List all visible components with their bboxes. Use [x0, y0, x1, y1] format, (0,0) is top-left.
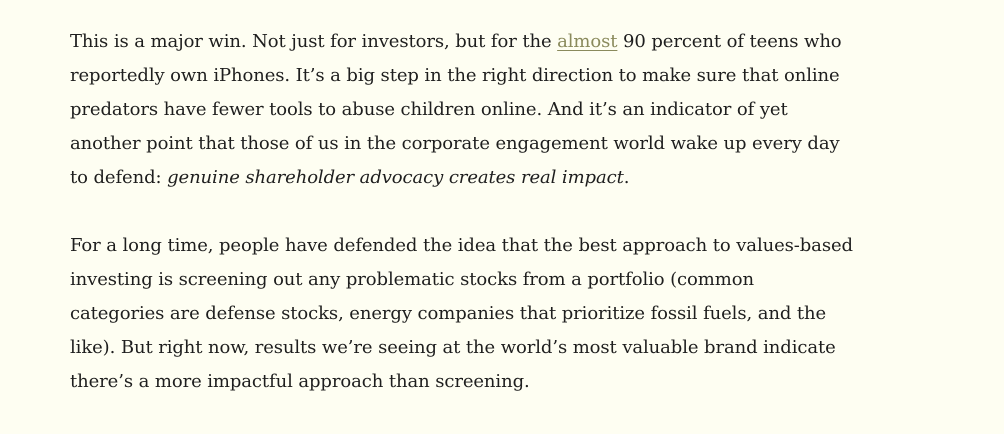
text-line: This is a major win. Not just for invest…	[70, 25, 950, 59]
text-line: For a long time, people have defended th…	[70, 235, 853, 256]
paragraph-1: This is a major win. Not just for invest…	[70, 25, 950, 195]
text-segment: .	[623, 167, 630, 188]
text-segment: This is a major win. Not just for invest…	[70, 31, 558, 52]
text-line: there’s a more impactful approach than s…	[70, 371, 530, 392]
text-line: another point that those of us in the co…	[70, 133, 840, 154]
text-line: predators have fewer tools to abuse chil…	[70, 99, 788, 120]
text-segment: 90 percent of teens who	[617, 31, 842, 52]
text-line: investing is screening out any problemat…	[70, 269, 754, 290]
text-segment: to defend:	[70, 167, 168, 188]
emphasized-text: genuine shareholder advocacy creates rea…	[167, 167, 624, 188]
article-body: This is a major win. Not just for invest…	[70, 25, 950, 433]
text-line: categories are defense stocks, energy co…	[70, 303, 827, 324]
paragraph-2: For a long time, people have defended th…	[70, 229, 950, 399]
text-line: reportedly own iPhones. It’s a big step …	[70, 65, 840, 86]
almost-link[interactable]: almost	[557, 31, 618, 52]
text-line: like). But right now, results we’re seei…	[70, 337, 836, 358]
text-line: to defend: genuine shareholder advocacy …	[70, 161, 950, 195]
